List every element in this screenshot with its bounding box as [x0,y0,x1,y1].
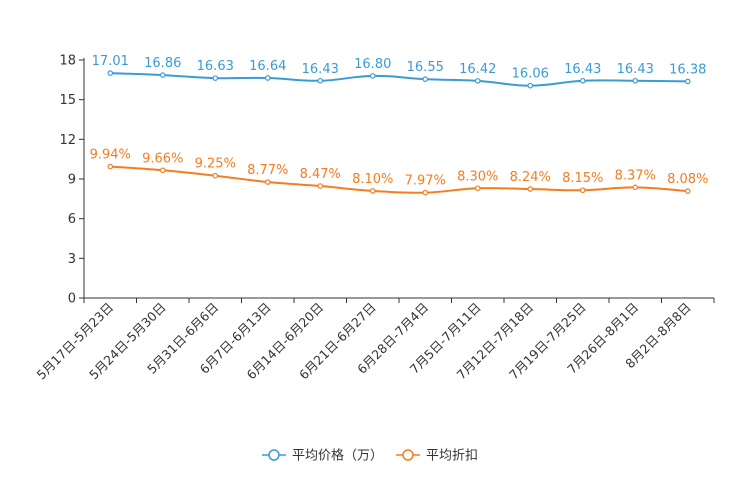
data-label: 8.15% [562,171,603,186]
data-point [579,187,586,194]
data-point [212,75,219,81]
y-tick-label: 12 [59,133,76,148]
data-label: 16.64 [249,59,286,74]
series-0: 17.01 16.86 16.63 16.64 16.43 16.80 16.55 16.42… [92,54,706,89]
data-label: 8.24% [510,170,551,185]
data-point [107,163,114,170]
legend-label: 平均折扣 [426,449,478,464]
data-point [632,184,639,191]
y-tick-label: 0 [68,292,76,307]
legend-label: 平均价格（万） [292,448,383,464]
axes: 03691215185月17日-5月23日5月24日-5月30日5月31日-6月… [33,54,715,382]
data-point [264,75,271,81]
data-point [369,188,376,194]
data-point [212,172,219,179]
data-label: 9.25% [195,157,236,172]
data-label: 16.06 [512,67,549,82]
legend-item-1[interactable]: 平均折扣 [396,449,478,464]
data-label: 16.55 [407,60,444,75]
data-point [474,78,481,84]
series-line [110,165,688,194]
legend-marker-icon [402,449,414,461]
data-label: 16.43 [617,62,654,77]
data-label: 9.94% [90,148,131,163]
data-point [107,70,114,76]
series-line [110,72,688,87]
data-label: 8.37% [615,168,656,183]
data-label: 8.77% [247,163,288,178]
data-point [527,82,534,89]
data-label: 16.86 [144,56,181,71]
data-label: 8.30% [457,169,498,184]
data-point [684,188,691,194]
legend-marker-icon [268,449,280,461]
data-label: 16.42 [459,62,496,77]
data-label: 8.10% [352,172,393,187]
data-point [317,183,324,189]
data-point [632,77,639,84]
y-tick-label: 9 [68,173,76,188]
data-point [422,189,429,196]
data-point [684,78,691,85]
data-point [159,72,166,78]
y-tick-label: 18 [59,54,76,69]
data-label: 8.08% [667,172,708,187]
data-point [527,186,534,192]
series-1: 9.94% 9.66% 9.25% 8.77% 8.47% 8.10% 7.97% 8.30%… [90,148,708,196]
data-label: 7.97% [405,174,446,189]
legend-item-0[interactable]: 平均价格（万） [262,448,383,464]
data-point [159,167,166,174]
data-label: 16.38 [669,62,706,77]
legend[interactable]: 平均价格（万） 平均折扣 [262,448,478,464]
data-label: 16.80 [354,57,391,72]
data-point [317,77,324,84]
data-label: 8.47% [300,167,341,182]
data-label: 9.66% [142,151,183,166]
data-label: 16.63 [197,59,234,74]
data-point [422,76,429,82]
y-tick-label: 15 [59,93,76,108]
y-tick-label: 6 [68,212,76,227]
series-layer: 17.01 16.86 16.63 16.64 16.43 16.80 16.55 16.42… [90,54,708,196]
data-label: 17.01 [92,54,129,69]
data-point [369,73,376,79]
data-point [579,77,586,84]
data-point [264,179,271,185]
data-point [474,185,481,192]
data-label: 16.43 [302,62,339,77]
data-label: 16.43 [564,62,601,77]
y-tick-label: 3 [68,252,76,267]
